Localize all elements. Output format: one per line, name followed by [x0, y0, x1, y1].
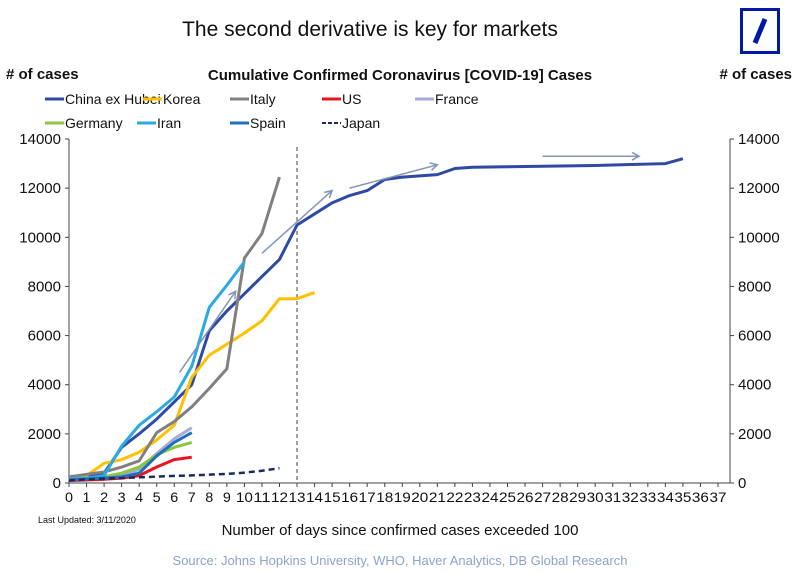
y-tick-label-right: 10000 — [738, 229, 780, 246]
series-line-korea — [68, 291, 316, 482]
y-tick-label-right: 14000 — [738, 131, 780, 148]
x-axis-label: Number of days since confirmed cases exc… — [221, 522, 579, 539]
legend-label: Iran — [157, 115, 181, 131]
x-tick-label: 17 — [359, 489, 376, 505]
x-tick-label: 13 — [289, 489, 306, 505]
x-tick-label: 1 — [83, 489, 91, 505]
y-tick-label-right: 12000 — [738, 180, 780, 197]
y-axis-label-right: # of cases — [719, 66, 792, 83]
legend-label: Germany — [65, 115, 123, 131]
trend-arrow — [178, 290, 237, 373]
legend-label: Japan — [342, 115, 380, 131]
y-tick-label-right: 6000 — [738, 328, 771, 345]
x-tick-label: 28 — [552, 489, 569, 505]
x-tick-label: 0 — [65, 489, 73, 505]
legend-label: France — [435, 91, 479, 107]
x-tick-label: 22 — [446, 489, 463, 505]
y-tick-label-left: 10000 — [19, 229, 61, 246]
x-tick-label: 35 — [674, 489, 691, 505]
y-tick-label-left: 0 — [53, 475, 61, 492]
legend-label: Korea — [163, 91, 201, 107]
arrowhead-icon — [228, 290, 237, 300]
x-tick-label: 16 — [341, 489, 358, 505]
x-tick-label: 19 — [394, 489, 411, 505]
y-tick-label-left: 6000 — [28, 328, 61, 345]
chart-title: Cumulative Confirmed Coronavirus [COVID-… — [207, 67, 593, 84]
source-note: Source: Johns Hopkins University, WHO, H… — [172, 553, 628, 568]
x-tick-label: 21 — [429, 489, 446, 505]
x-tick-label: 2 — [100, 489, 108, 505]
x-tick-label: 29 — [569, 489, 586, 505]
y-tick-label-right: 8000 — [738, 278, 771, 295]
x-tick-label: 23 — [464, 489, 481, 505]
legend-label: China ex Hubei — [65, 91, 161, 107]
legend-label: Spain — [250, 115, 286, 131]
x-tick-label: 6 — [170, 489, 178, 505]
page-title: The second derivative is key for markets — [182, 18, 558, 41]
x-tick-label: 20 — [411, 489, 428, 505]
x-tick-label: 8 — [205, 489, 213, 505]
y-tick-label-left: 8000 — [28, 278, 61, 295]
x-tick-label: 12 — [271, 489, 288, 505]
x-tick-label: 9 — [223, 489, 231, 505]
series-line-italy — [68, 176, 281, 479]
x-tick-label: 14 — [306, 489, 323, 505]
x-tick-label: 4 — [135, 489, 143, 505]
x-tick-label: 25 — [499, 489, 516, 505]
x-tick-label: 15 — [324, 489, 341, 505]
x-tick-label: 30 — [587, 489, 604, 505]
x-tick-label: 7 — [188, 489, 196, 505]
y-axis-label-left: # of cases — [6, 66, 79, 83]
y-tick-label-right: 4000 — [738, 377, 771, 394]
y-tick-label-left: 14000 — [19, 131, 61, 148]
logo-slash-icon — [752, 18, 768, 44]
x-tick-label: 27 — [534, 489, 551, 505]
trend-arrow — [261, 190, 333, 254]
x-tick-label: 18 — [376, 489, 393, 505]
y-tick-label-right: 2000 — [738, 426, 771, 443]
series-line-iran — [68, 260, 246, 481]
x-tick-label: 32 — [622, 489, 639, 505]
x-tick-label: 26 — [517, 489, 534, 505]
x-tick-label: 34 — [657, 489, 674, 505]
x-tick-label: 24 — [481, 489, 498, 505]
x-tick-label: 3 — [118, 489, 126, 505]
trend-arrow — [349, 164, 438, 189]
x-tick-label: 5 — [153, 489, 161, 505]
legend-label: Italy — [250, 91, 276, 107]
arrowhead-icon — [631, 151, 641, 161]
deutsche-bank-logo — [740, 8, 780, 54]
y-tick-label-left: 2000 — [28, 426, 61, 443]
arrowhead-icon — [429, 162, 439, 171]
series-line-china-ex-hubei — [68, 157, 684, 480]
series-line-japan — [68, 467, 280, 482]
legend-label: US — [342, 91, 361, 107]
y-tick-label-right: 0 — [738, 475, 746, 492]
arrowhead-icon — [324, 189, 334, 199]
x-tick-label: 33 — [639, 489, 656, 505]
x-tick-label: 10 — [236, 489, 253, 505]
y-tick-label-left: 4000 — [28, 377, 61, 394]
x-tick-label: 11 — [253, 489, 270, 505]
x-tick-label: 37 — [709, 489, 726, 505]
x-tick-label: 31 — [604, 489, 621, 505]
y-tick-label-left: 12000 — [19, 180, 61, 197]
last-updated: Last Updated: 3/11/2020 — [38, 515, 136, 525]
x-tick-label: 36 — [692, 489, 709, 505]
